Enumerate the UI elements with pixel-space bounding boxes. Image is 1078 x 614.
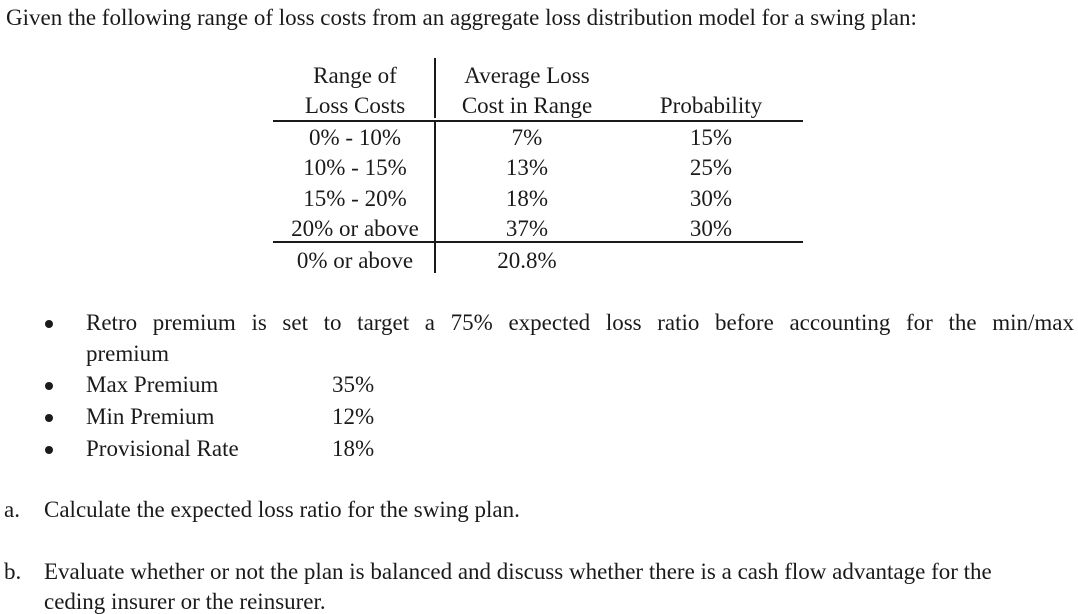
total-range: 0% or above xyxy=(296,248,414,273)
bullet-retro-line2: premium xyxy=(86,341,170,366)
header-range-line2: Loss Costs xyxy=(304,93,406,118)
row-avg: 37% xyxy=(505,216,549,241)
bullet-value: 18% xyxy=(332,436,375,461)
total-rule xyxy=(273,241,803,243)
bullet-label: Provisional Rate xyxy=(86,436,239,461)
question-marker: a. xyxy=(4,497,20,522)
question-marker: b. xyxy=(4,559,22,584)
bullet-retro-line1: Retro premium is set to target a 75% exp… xyxy=(86,310,1074,335)
question-b-line2: ceding insurer or the reinsurer. xyxy=(44,589,326,614)
bullet-value: 35% xyxy=(332,372,375,397)
body-vertical-rule xyxy=(434,122,436,242)
row-prob: 30% xyxy=(689,216,733,241)
bullet-icon xyxy=(45,414,53,422)
header-vertical-rule xyxy=(434,58,436,118)
row-avg: 18% xyxy=(505,186,549,211)
total-vertical-rule xyxy=(434,243,436,273)
intro-text: Given the following range of loss costs … xyxy=(6,5,917,30)
question-a-text: Calculate the expected loss ratio for th… xyxy=(44,497,520,522)
bullet-value: 12% xyxy=(332,404,375,429)
row-range: 15% - 20% xyxy=(303,186,407,211)
row-range: 10% - 15% xyxy=(303,155,407,180)
row-avg: 7% xyxy=(511,125,543,150)
bullet-label: Max Premium xyxy=(86,372,219,397)
bullet-label: Min Premium xyxy=(86,404,215,429)
header-rule xyxy=(273,120,803,122)
total-avg: 20.8% xyxy=(497,248,557,273)
row-prob: 30% xyxy=(689,186,733,211)
row-range: 0% - 10% xyxy=(309,125,401,150)
bullet-icon xyxy=(45,382,53,390)
row-avg: 13% xyxy=(505,155,549,180)
bullet-icon xyxy=(45,446,53,454)
row-range: 20% or above xyxy=(291,216,419,241)
header-prob-line2: Probability xyxy=(659,93,763,118)
row-prob: 25% xyxy=(689,155,733,180)
header-avg-line1: Average Loss xyxy=(464,63,590,88)
bullet-icon xyxy=(45,320,53,328)
header-avg-line2: Cost in Range xyxy=(461,93,593,118)
header-range-line1: Range of xyxy=(313,63,397,88)
question-b-line1: Evaluate whether or not the plan is bala… xyxy=(44,559,992,584)
row-prob: 15% xyxy=(689,125,733,150)
